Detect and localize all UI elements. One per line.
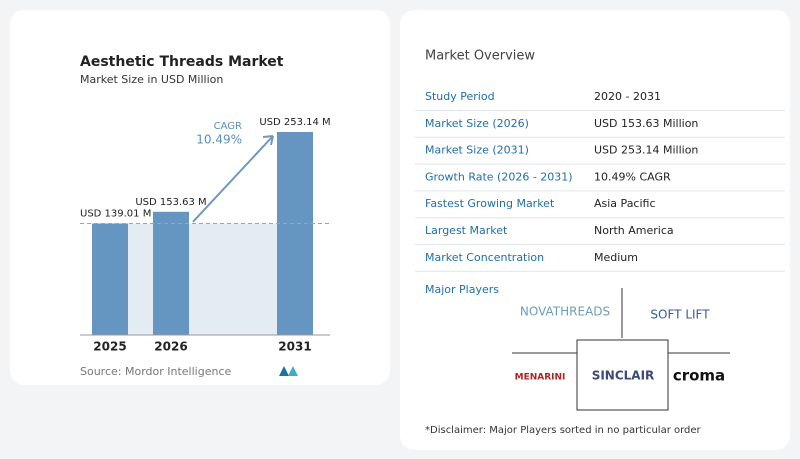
row-value: 10.49% CAGR bbox=[594, 170, 671, 183]
bar bbox=[92, 223, 128, 335]
bar bbox=[153, 211, 189, 335]
x-tick-label: 2025 bbox=[93, 340, 126, 354]
cagr-arrow bbox=[192, 135, 274, 223]
overview-title: Market Overview bbox=[425, 49, 535, 64]
row-value: Medium bbox=[594, 251, 638, 264]
row-label: Market Size (2031) bbox=[425, 144, 529, 157]
value-label: USD 139.01 M bbox=[80, 209, 151, 220]
row-label: Fastest Growing Market bbox=[425, 197, 555, 210]
row-value: North America bbox=[594, 224, 674, 237]
bar bbox=[277, 132, 313, 335]
row-label: Study Period bbox=[425, 90, 495, 103]
player-logo: NOVATHREADS bbox=[520, 305, 610, 319]
logo bbox=[279, 366, 298, 376]
baseline-area bbox=[128, 223, 277, 335]
divider-box bbox=[576, 339, 669, 411]
chart-title: Aesthetic Threads Market bbox=[80, 54, 284, 70]
value-label: USD 253.14 M bbox=[259, 117, 330, 128]
value-label: USD 153.63 M bbox=[135, 197, 206, 208]
overview-card bbox=[400, 10, 790, 450]
cagr-value: 10.49% bbox=[196, 133, 242, 147]
x-tick-label: 2031 bbox=[278, 340, 311, 354]
row-value: USD 153.63 Million bbox=[594, 117, 698, 130]
player-logo: MENARINI bbox=[515, 373, 566, 383]
player-logo: SOFT LIFT bbox=[650, 308, 710, 322]
row-value: 2020 - 2031 bbox=[594, 90, 661, 103]
x-tick-label: 2026 bbox=[154, 340, 187, 354]
chart-subtitle: Market Size in USD Million bbox=[80, 73, 223, 86]
disclaimer: *Disclaimer: Major Players sorted in no … bbox=[425, 425, 702, 436]
row-value: Asia Pacific bbox=[594, 197, 656, 210]
row-label: Market Concentration bbox=[425, 251, 544, 264]
player-logo: croma bbox=[673, 367, 725, 385]
row-value: USD 253.14 Million bbox=[594, 144, 698, 157]
cagr-label: CAGR bbox=[214, 121, 242, 132]
source: Source: Mordor Intelligence bbox=[80, 365, 231, 378]
row-label: Market Size (2026) bbox=[425, 117, 529, 130]
players-title: Major Players bbox=[425, 283, 499, 296]
row-label: Growth Rate (2026 - 2031) bbox=[425, 170, 573, 183]
player-logo: SINCLAIR bbox=[592, 369, 655, 383]
row-label: Largest Market bbox=[425, 224, 508, 237]
cagr-arrowhead bbox=[262, 135, 274, 146]
